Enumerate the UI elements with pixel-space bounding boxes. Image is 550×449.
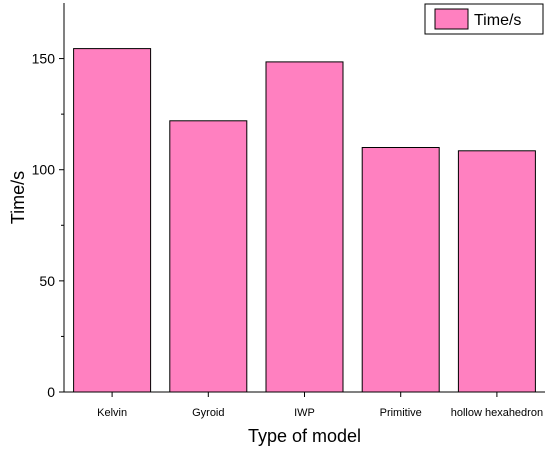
x-axis-title: Type of model (248, 426, 361, 446)
y-tick-label: 100 (32, 162, 56, 178)
y-tick-label: 50 (39, 273, 55, 289)
legend-label: Time/s (474, 12, 521, 29)
bars-layer (73, 48, 536, 393)
x-tick-label: IWP (294, 407, 315, 419)
y-ticks: 0 50 100 150 (32, 51, 64, 400)
bar-kelvin (73, 48, 152, 393)
bar-gyroid (169, 120, 248, 393)
x-tick-label: Kelvin (97, 407, 127, 419)
x-tick-label: hollow hexahedron (451, 407, 543, 419)
bar-iwp (265, 61, 344, 393)
x-tick-label: Primitive (380, 407, 422, 419)
x-tick-label: Gyroid (192, 407, 224, 419)
y-tick-label: 150 (32, 51, 56, 67)
y-axis-title: Time/s (8, 171, 28, 224)
legend-swatch (434, 8, 469, 30)
legend: Time/s (424, 3, 544, 35)
y-tick-label: 0 (47, 384, 55, 400)
bar-primitive (361, 147, 440, 393)
x-ticks: Kelvin Gyroid IWP Primitive hollow hexahedro… (97, 392, 543, 419)
bar-hollow-hexahedron (457, 150, 536, 393)
